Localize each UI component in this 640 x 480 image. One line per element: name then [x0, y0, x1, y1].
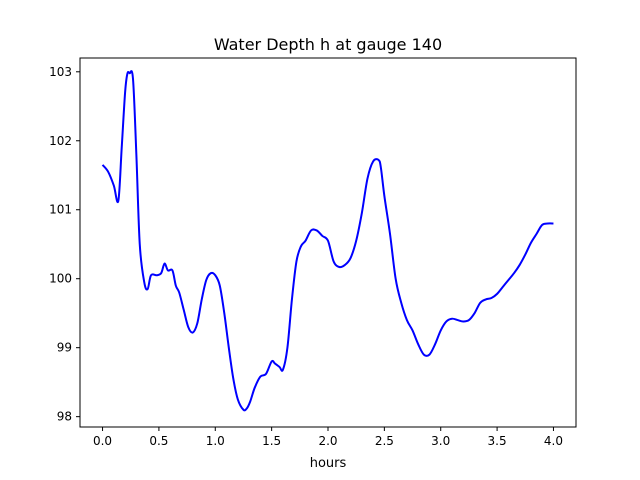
series-line	[101, 70, 554, 412]
plot-area	[101, 70, 554, 412]
x-tick-label: 4.0	[544, 434, 563, 448]
x-tick-label: 2.5	[375, 434, 394, 448]
y-tick-label: 103	[49, 65, 72, 79]
x-axis-title: hours	[310, 456, 347, 471]
x-tick-label: 0.5	[149, 434, 168, 448]
y-tick-label: 100	[49, 272, 72, 286]
x-tick-label: 3.0	[431, 434, 450, 448]
x-axis: 0.0 0.5 1.0 1.5 2.0 2.5 3.0 3.5 4.0	[93, 427, 563, 448]
y-tick-label: 101	[49, 203, 72, 217]
x-tick-label: 2.0	[318, 434, 337, 448]
y-axis: 98 99 100 101 102 103	[49, 65, 80, 424]
y-tick-label: 99	[57, 341, 72, 355]
x-tick-label: 0.0	[93, 434, 112, 448]
x-tick-label: 3.5	[488, 434, 507, 448]
x-tick-label: 1.0	[206, 434, 225, 448]
y-tick-label: 102	[49, 134, 72, 148]
chart-title: Water Depth h at gauge 140	[214, 35, 442, 54]
x-tick-label: 1.5	[262, 434, 281, 448]
y-tick-label: 98	[57, 410, 72, 424]
